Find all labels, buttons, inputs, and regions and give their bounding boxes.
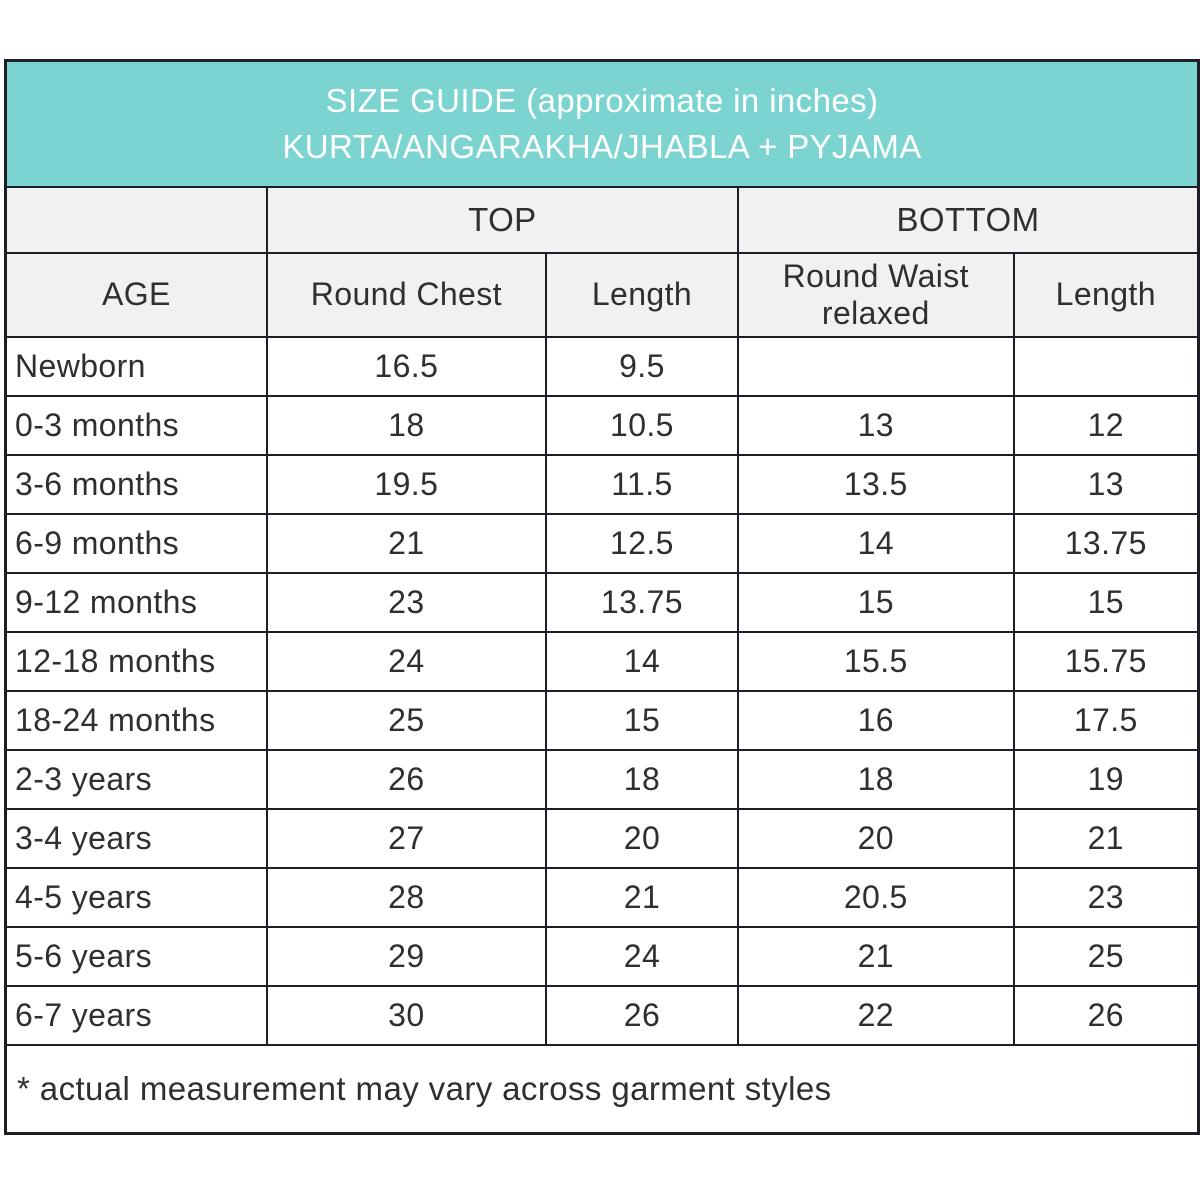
round-waist-cell: 15.5 [736, 630, 1015, 692]
round-waist-cell: 20.5 [736, 866, 1015, 928]
banner-subtitle: KURTA/ANGARAKHA/JHABLA + PYJAMA [282, 128, 922, 165]
bottom-length-cell: 19 [1012, 748, 1200, 810]
bottom-length-cell: 26 [1012, 984, 1200, 1046]
table-row: 5-6 years 29 24 21 25 [4, 925, 1200, 987]
round-chest-cell: 21 [265, 512, 547, 574]
age-cell: 4-5 years [4, 866, 268, 928]
age-cell: 5-6 years [4, 925, 268, 987]
age-cell: 6-9 months [4, 512, 268, 574]
footnote-row: * actual measurement may vary across gar… [4, 1043, 1200, 1135]
round-waist-cell: 14 [736, 512, 1015, 574]
group-header-bottom: BOTTOM [736, 186, 1200, 254]
table-row: 3-4 years 27 20 20 21 [4, 807, 1200, 869]
age-cell: 3-6 months [4, 453, 268, 515]
table-row: 6-9 months 21 12.5 14 13.75 [4, 512, 1200, 574]
round-waist-cell: 21 [736, 925, 1015, 987]
round-waist-cell: 20 [736, 807, 1015, 869]
round-chest-cell: 27 [265, 807, 547, 869]
col-header-round-waist: Round Waist relaxed [736, 252, 1015, 338]
age-cell: Newborn [4, 335, 268, 397]
round-chest-cell: 24 [265, 630, 547, 692]
footnote: * actual measurement may vary across gar… [4, 1043, 1200, 1135]
round-chest-cell: 30 [265, 984, 547, 1046]
round-chest-cell: 29 [265, 925, 547, 987]
group-header-top: TOP [265, 186, 739, 254]
table-row: 3-6 months 19.5 11.5 13.5 13 [4, 453, 1200, 515]
col-header-round-chest: Round Chest [265, 252, 547, 338]
top-length-cell: 9.5 [544, 335, 739, 397]
age-cell: 3-4 years [4, 807, 268, 869]
table-row: 2-3 years 26 18 18 19 [4, 748, 1200, 810]
col-header-age: AGE [4, 252, 268, 338]
age-cell: 12-18 months [4, 630, 268, 692]
table-row: 18-24 months 25 15 16 17.5 [4, 689, 1200, 751]
col-header-bottom-length: Length [1012, 252, 1200, 338]
round-chest-cell: 18 [265, 394, 547, 456]
bottom-length-cell: 25 [1012, 925, 1200, 987]
top-length-cell: 20 [544, 807, 739, 869]
top-length-cell: 21 [544, 866, 739, 928]
age-cell: 2-3 years [4, 748, 268, 810]
age-cell: 9-12 months [4, 571, 268, 633]
table-row: 4-5 years 28 21 20.5 23 [4, 866, 1200, 928]
blank-corner-cell [4, 186, 268, 254]
age-cell: 0-3 months [4, 394, 268, 456]
top-length-cell: 24 [544, 925, 739, 987]
top-length-cell: 13.75 [544, 571, 739, 633]
age-cell: 18-24 months [4, 689, 268, 751]
top-length-cell: 10.5 [544, 394, 739, 456]
bottom-length-cell: 23 [1012, 866, 1200, 928]
table-row: Newborn 16.5 9.5 [4, 335, 1200, 397]
table-row: 12-18 months 24 14 15.5 15.75 [4, 630, 1200, 692]
title-row: SIZE GUIDE (approximate in inches) KURTA… [4, 59, 1200, 188]
size-table-body: Newborn 16.5 9.5 0-3 months 18 10.5 13 1… [4, 335, 1200, 1046]
round-waist-cell: 18 [736, 748, 1015, 810]
bottom-length-cell: 21 [1012, 807, 1200, 869]
group-header-row: TOP BOTTOM [4, 186, 1200, 254]
top-length-cell: 26 [544, 984, 739, 1046]
bottom-length-cell: 15 [1012, 571, 1200, 633]
round-waist-cell: 22 [736, 984, 1015, 1046]
bottom-length-cell: 17.5 [1012, 689, 1200, 751]
column-header-row: AGE Round Chest Length Round Waist relax… [4, 252, 1200, 338]
bottom-length-cell: 15.75 [1012, 630, 1200, 692]
round-chest-cell: 23 [265, 571, 547, 633]
round-waist-cell: 13 [736, 394, 1015, 456]
round-waist-cell: 15 [736, 571, 1015, 633]
top-length-cell: 14 [544, 630, 739, 692]
bottom-length-cell: 13.75 [1012, 512, 1200, 574]
round-chest-cell: 16.5 [265, 335, 547, 397]
bottom-length-cell: 13 [1012, 453, 1200, 515]
round-waist-cell [736, 335, 1015, 397]
age-cell: 6-7 years [4, 984, 268, 1046]
bottom-length-cell [1012, 335, 1200, 397]
bottom-length-cell: 12 [1012, 394, 1200, 456]
top-length-cell: 18 [544, 748, 739, 810]
round-waist-cell: 13.5 [736, 453, 1015, 515]
size-guide-banner: SIZE GUIDE (approximate in inches) KURTA… [4, 59, 1200, 188]
round-chest-cell: 25 [265, 689, 547, 751]
banner-title: SIZE GUIDE (approximate in inches) [325, 81, 879, 119]
size-guide-table: SIZE GUIDE (approximate in inches) KURTA… [4, 59, 1200, 1135]
table-row: 9-12 months 23 13.75 15 15 [4, 571, 1200, 633]
top-length-cell: 11.5 [544, 453, 739, 515]
top-length-cell: 12.5 [544, 512, 739, 574]
col-header-top-length: Length [544, 252, 739, 338]
table-row: 6-7 years 30 26 22 26 [4, 984, 1200, 1046]
round-chest-cell: 28 [265, 866, 547, 928]
top-length-cell: 15 [544, 689, 739, 751]
table-row: 0-3 months 18 10.5 13 12 [4, 394, 1200, 456]
round-waist-cell: 16 [736, 689, 1015, 751]
round-chest-cell: 26 [265, 748, 547, 810]
round-chest-cell: 19.5 [265, 453, 547, 515]
